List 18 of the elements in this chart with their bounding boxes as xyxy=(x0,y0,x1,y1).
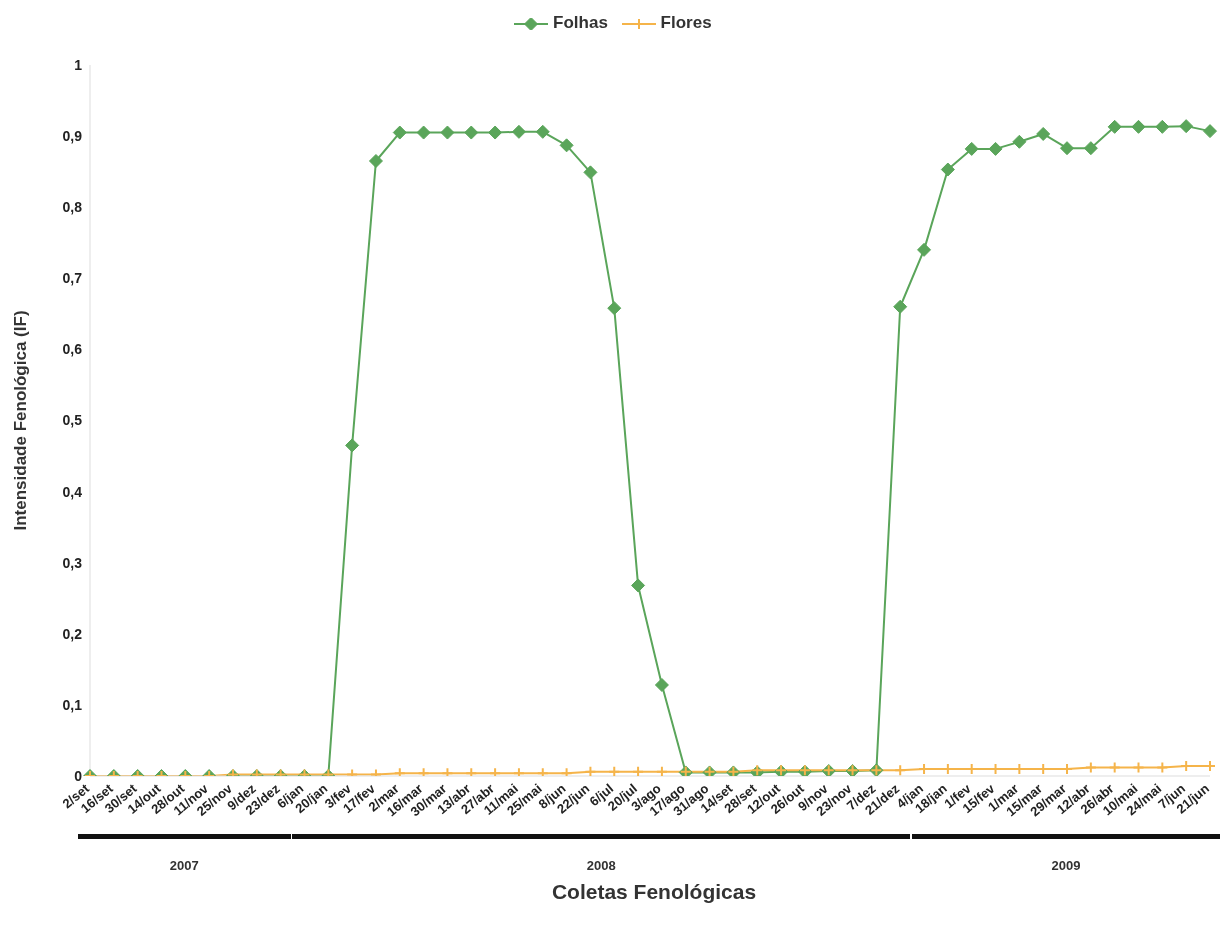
y-tick-label: 0,2 xyxy=(62,625,83,642)
text: 2007 xyxy=(168,858,200,873)
y-tick-label: 0,1 xyxy=(62,696,83,713)
x-axis-title: Coletas Fenológicas xyxy=(550,880,758,904)
y-tick-label: 0,6 xyxy=(62,341,83,358)
y-tick-label: 0,7 xyxy=(62,270,83,287)
y-tick-label: 0,8 xyxy=(62,199,83,216)
text: 2009 xyxy=(1050,858,1082,873)
text: 2008 xyxy=(585,858,617,873)
legend-label: Flores xyxy=(659,13,712,33)
y-tick-label: 0,9 xyxy=(62,128,83,145)
y-axis-title: Intensidade Fenológica (IF) xyxy=(11,310,31,531)
y-tick-label: 0,5 xyxy=(62,412,83,429)
legend-label: Folhas xyxy=(552,13,608,33)
y-tick-label: 0,3 xyxy=(62,554,83,571)
y-tick-label: 1 xyxy=(74,56,83,73)
y-tick-label: 0 xyxy=(74,767,83,784)
y-tick-label: 0,4 xyxy=(62,483,83,500)
